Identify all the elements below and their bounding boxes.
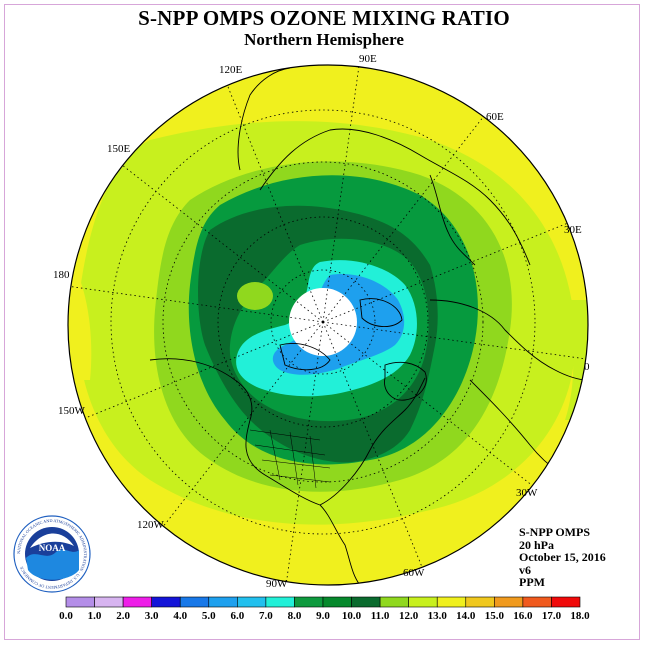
colorbar-swatch — [294, 597, 323, 607]
colorbar-swatch — [352, 597, 381, 607]
lon-label-120e: 120E — [219, 64, 243, 76]
colorbar-tick-label: 17.0 — [542, 610, 562, 622]
colorbar-tick-label: 13.0 — [428, 610, 448, 622]
colorbar-tick-label: 9.0 — [316, 610, 330, 622]
lon-label-150e: 150E — [107, 143, 131, 155]
lon-label-90e: 90E — [359, 53, 377, 65]
colorbar-tick-label: 1.0 — [88, 610, 102, 622]
ozone-contour-field — [56, 55, 600, 590]
colorbar-swatch — [409, 597, 438, 607]
lon-label-30e: 30E — [564, 224, 582, 236]
info-block: S-NPP OMPS 20 hPa October 15, 2016 v6 PP… — [519, 526, 606, 589]
colorbar-tick-label: 8.0 — [288, 610, 302, 622]
contour-island — [237, 282, 273, 310]
colorbar-tick-label: 0.0 — [59, 610, 73, 622]
lon-label-150w: 150W — [58, 405, 86, 417]
noaa-logo: NOAA NATIONAL OCEANIC AND ATMOSPHERIC AD… — [14, 516, 90, 592]
colorbar-tick-label: 11.0 — [371, 610, 390, 622]
lon-label-60w: 60W — [403, 567, 425, 579]
colorbar-tick-label: 14.0 — [456, 610, 476, 622]
info-units: PPM — [519, 576, 606, 589]
colorbar-tick-label: 2.0 — [116, 610, 130, 622]
lon-label-0: 0 — [584, 361, 590, 373]
colorbar-tick-label: 5.0 — [202, 610, 216, 622]
info-date: October 15, 2016 — [519, 551, 606, 564]
colorbar-swatch — [180, 597, 209, 607]
colorbar-swatch — [523, 597, 552, 607]
noaa-logo-text: NOAA — [39, 543, 66, 553]
colorbar-swatch — [123, 597, 152, 607]
colorbar-tick-label: 15.0 — [485, 610, 505, 622]
colorbar-swatch — [152, 597, 181, 607]
info-instrument: S-NPP OMPS — [519, 526, 606, 539]
colorbar-swatch — [466, 597, 495, 607]
colorbar-swatch — [494, 597, 523, 607]
colorbar-swatch — [95, 597, 124, 607]
colorbar-swatch — [66, 597, 95, 607]
colorbar-tick-label: 3.0 — [145, 610, 159, 622]
colorbar-swatch — [266, 597, 295, 607]
colorbar: 0.0 1.0 2.0 3.0 4.0 5.0 6.0 7.0 8.0 9.0 10.0 11.0 12… — [59, 597, 590, 622]
colorbar-tick-label: 16.0 — [513, 610, 533, 622]
colorbar-tick-label: 6.0 — [230, 610, 244, 622]
lon-label-30w: 30W — [516, 487, 538, 499]
colorbar-swatch — [551, 597, 580, 607]
colorbar-swatch — [237, 597, 266, 607]
colorbar-tick-label: 4.0 — [173, 610, 187, 622]
colorbar-swatch — [209, 597, 238, 607]
lon-label-180: 180 — [53, 269, 70, 281]
colorbar-swatch — [380, 597, 409, 607]
lon-label-60e: 60E — [486, 111, 504, 123]
colorbar-tick-label: 10.0 — [342, 610, 362, 622]
colorbar-swatch — [323, 597, 352, 607]
colorbar-tick-label: 12.0 — [399, 610, 419, 622]
colorbar-swatch — [437, 597, 466, 607]
lon-label-90w: 90W — [266, 578, 288, 590]
colorbar-tick-label: 18.0 — [570, 610, 590, 622]
lon-label-120w: 120W — [137, 519, 165, 531]
colorbar-tick-label: 7.0 — [259, 610, 273, 622]
